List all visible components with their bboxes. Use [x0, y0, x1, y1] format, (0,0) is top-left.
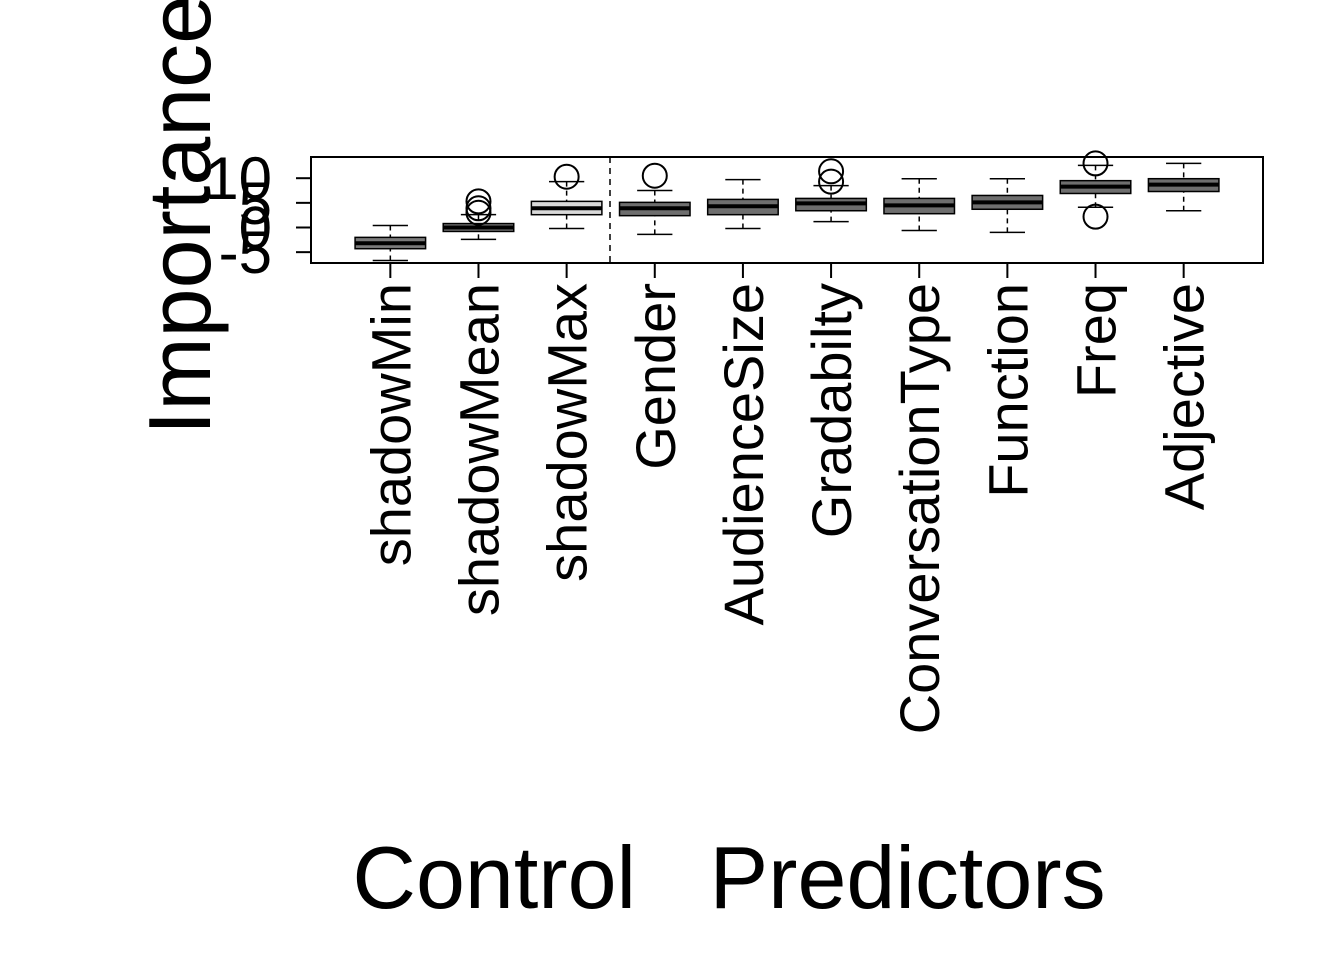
x-tick-label: Freq [1065, 283, 1128, 398]
x-tick-label: Gradabilty [800, 283, 863, 538]
y-tick-label: 10 [205, 145, 272, 212]
outlier [465, 188, 492, 215]
outlier [1082, 203, 1109, 230]
x-tick-label: ConversationType [888, 283, 951, 734]
x-tick-label: shadowMax [536, 283, 599, 582]
x-tick-label: shadowMin [359, 283, 422, 566]
outlier [553, 163, 580, 190]
x-tick-label: Function [976, 283, 1039, 498]
x-axis-label: Control Predictors [352, 828, 1105, 927]
outlier [641, 162, 668, 189]
outlier [818, 158, 845, 185]
x-tick-label: Gender [624, 283, 687, 470]
outlier [465, 199, 492, 226]
y-axis-label: Importance [130, 0, 229, 435]
y-tick-label: 0 [239, 195, 272, 262]
outlier [1082, 150, 1109, 177]
x-tick-label: AudienceSize [712, 283, 775, 625]
y-tick-label: -5 [219, 219, 272, 286]
x-tick-label: shadowMean [447, 283, 510, 616]
y-tick-label: 5 [239, 170, 272, 237]
outlier [818, 168, 845, 195]
plot-frame [310, 156, 1264, 264]
x-tick-label: Adjective [1153, 283, 1216, 510]
